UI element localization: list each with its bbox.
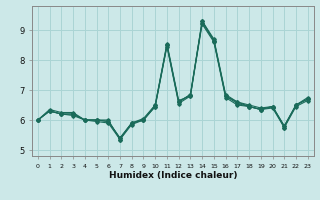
X-axis label: Humidex (Indice chaleur): Humidex (Indice chaleur) — [108, 171, 237, 180]
